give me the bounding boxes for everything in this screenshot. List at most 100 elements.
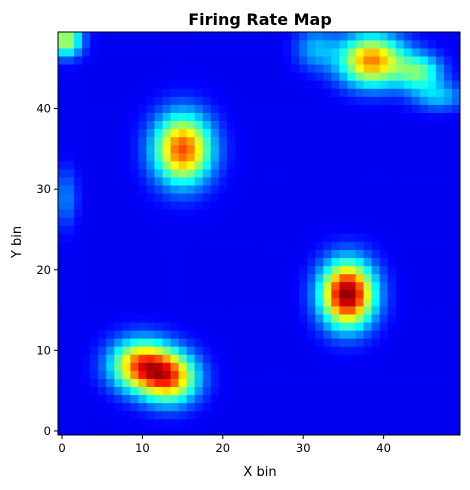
heatmap-cell: [202, 128, 212, 138]
heatmap-cell: [259, 370, 268, 379]
heatmap-cell: [307, 265, 316, 275]
heatmap-cell: [186, 322, 196, 331]
heatmap-cell: [250, 32, 260, 41]
heatmap-cell: [323, 193, 332, 202]
heatmap-cell: [371, 418, 380, 428]
heatmap-cell: [427, 346, 437, 355]
heatmap-cell: [162, 330, 171, 339]
heatmap-cell: [403, 217, 413, 226]
heatmap-cell: [427, 418, 437, 428]
heatmap-cell: [74, 48, 83, 57]
heatmap-cell: [299, 225, 308, 234]
heatmap-cell: [170, 48, 179, 57]
heatmap-cell: [363, 64, 372, 73]
heatmap-cell: [275, 346, 284, 355]
heatmap-cell: [323, 346, 332, 355]
heatmap-cell: [106, 233, 115, 242]
heatmap-cell: [387, 144, 397, 154]
heatmap-cell: [259, 394, 268, 404]
heatmap-cell: [387, 297, 397, 307]
heatmap-cell: [146, 249, 155, 259]
heatmap-cell: [427, 152, 437, 162]
heatmap-cell: [106, 144, 115, 154]
heatmap-cell: [66, 136, 75, 146]
heatmap-cell: [66, 56, 75, 65]
heatmap-cell: [226, 128, 236, 138]
heatmap-cell: [154, 346, 163, 355]
heatmap-cell: [202, 346, 212, 355]
heatmap-cell: [74, 193, 83, 202]
heatmap-cell: [419, 354, 429, 363]
heatmap-cell: [210, 112, 220, 122]
heatmap-cell: [411, 346, 421, 355]
heatmap-cell: [379, 40, 388, 49]
heatmap-cell: [242, 410, 252, 420]
heatmap-cell: [363, 386, 372, 396]
heatmap-cell: [138, 402, 147, 412]
heatmap-cell: [218, 201, 228, 210]
heatmap-cell: [379, 410, 388, 420]
heatmap-cell: [138, 120, 147, 130]
heatmap-cell: [218, 128, 228, 138]
heatmap-cell: [154, 330, 163, 339]
heatmap-cell: [435, 281, 445, 291]
heatmap-cell: [323, 378, 332, 387]
heatmap-cell: [323, 322, 332, 331]
heatmap-cell: [146, 144, 155, 154]
heatmap-cell: [122, 144, 131, 154]
heatmap-cell: [138, 233, 147, 242]
heatmap-cell: [154, 378, 163, 387]
heatmap-cell: [194, 306, 204, 315]
heatmap-cell: [323, 152, 332, 162]
heatmap-cell: [379, 128, 388, 138]
heatmap-cell: [146, 128, 155, 138]
heatmap-cell: [427, 241, 437, 250]
heatmap-cell: [234, 72, 244, 81]
heatmap-cell: [443, 152, 453, 162]
heatmap-cell: [379, 281, 388, 291]
heatmap-cell: [234, 410, 244, 420]
heatmap-cell: [98, 418, 107, 428]
heatmap-cell: [122, 378, 131, 387]
heatmap-cell: [371, 410, 380, 420]
heatmap-cell: [299, 378, 308, 387]
heatmap-cell: [379, 80, 388, 89]
heatmap-cell: [130, 322, 139, 331]
heatmap-cell: [130, 160, 139, 170]
heatmap-cell: [427, 136, 437, 146]
heatmap-cell: [267, 249, 276, 259]
heatmap-cell: [331, 56, 340, 65]
heatmap-cell: [114, 249, 123, 259]
heatmap-cell: [347, 209, 356, 218]
heatmap-cell: [58, 338, 67, 347]
heatmap-cell: [82, 32, 91, 41]
heatmap-cell: [66, 257, 75, 267]
heatmap-cell: [162, 96, 171, 105]
heatmap-cell: [98, 394, 107, 404]
heatmap-cell: [178, 80, 187, 89]
heatmap-cell: [138, 386, 147, 396]
heatmap-cell: [234, 64, 244, 73]
heatmap-cell: [379, 426, 388, 436]
heatmap-cell: [122, 201, 131, 210]
heatmap-cell: [226, 330, 236, 339]
heatmap-cell: [403, 112, 413, 122]
heatmap-cell: [299, 177, 308, 186]
heatmap-cell: [90, 209, 99, 218]
heatmap-cell: [299, 32, 308, 41]
heatmap-cell: [114, 233, 123, 242]
heatmap-cell: [331, 426, 340, 436]
heatmap-cell: [154, 281, 163, 291]
heatmap-cell: [82, 273, 91, 283]
heatmap-cell: [435, 241, 445, 250]
heatmap-cell: [178, 185, 187, 194]
heatmap-cell: [411, 410, 421, 420]
heatmap-cell: [331, 120, 340, 130]
heatmap-cell: [419, 386, 429, 396]
heatmap-cell: [178, 273, 187, 283]
heatmap-cell: [355, 354, 364, 363]
heatmap-cell: [411, 152, 421, 162]
heatmap-cell: [138, 217, 147, 226]
heatmap-cell: [283, 370, 292, 379]
heatmap-cell: [202, 40, 212, 49]
